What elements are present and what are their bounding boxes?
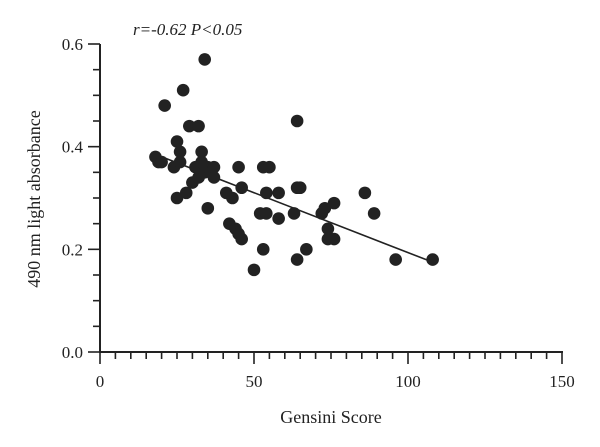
data-point <box>183 119 196 133</box>
data-point <box>260 186 273 200</box>
x-axis-title: Gensini Score <box>280 407 381 427</box>
y-tick-label: 0.4 <box>62 138 84 157</box>
data-point <box>321 222 335 236</box>
data-point <box>226 191 239 205</box>
data-point <box>155 155 168 169</box>
correlation-annotation: r=-0.62 P<0.05 <box>133 20 242 39</box>
data-point <box>170 191 184 205</box>
data-point <box>290 253 304 266</box>
x-tick-label: 0 <box>96 372 105 391</box>
ticks <box>88 43 563 364</box>
data-point <box>287 207 301 220</box>
data-point <box>235 181 248 195</box>
data-point <box>232 160 245 174</box>
data-point <box>327 196 341 210</box>
data-point <box>170 135 184 148</box>
data-point <box>293 181 307 195</box>
data-point <box>256 243 270 256</box>
tick-labels: 0 50 100 150 0.0 0.2 0.4 0.6 <box>62 35 575 391</box>
data-point <box>272 212 285 225</box>
data-point <box>318 201 332 215</box>
data-point <box>207 160 221 174</box>
data-point <box>272 186 285 200</box>
data-point <box>158 99 171 112</box>
data-point <box>173 155 187 169</box>
x-tick-label: 100 <box>395 372 421 391</box>
data-point <box>247 263 261 277</box>
x-tick-label: 50 <box>246 372 263 391</box>
data-point <box>198 53 212 66</box>
data-point <box>207 171 221 184</box>
y-tick-label: 0.0 <box>62 343 83 362</box>
data-point <box>426 253 439 266</box>
data-point <box>290 114 304 128</box>
data-point <box>263 160 276 174</box>
data-point <box>195 145 208 159</box>
data-point <box>179 186 193 200</box>
data-point <box>300 243 313 256</box>
y-axis-title: 490 nm light absorbance <box>24 110 44 287</box>
data-point <box>358 186 372 200</box>
data-point <box>201 201 215 215</box>
y-tick-label: 0.6 <box>62 35 83 54</box>
y-tick-label: 0.2 <box>62 240 83 259</box>
data-point <box>192 119 205 133</box>
data-point <box>389 253 402 266</box>
data-point <box>176 83 190 97</box>
data-point <box>173 145 187 159</box>
x-tick-label: 150 <box>549 372 575 391</box>
data-point <box>327 232 341 246</box>
data-point <box>235 232 248 246</box>
data-point <box>367 207 381 220</box>
data-points <box>149 53 439 277</box>
data-point <box>260 207 273 220</box>
